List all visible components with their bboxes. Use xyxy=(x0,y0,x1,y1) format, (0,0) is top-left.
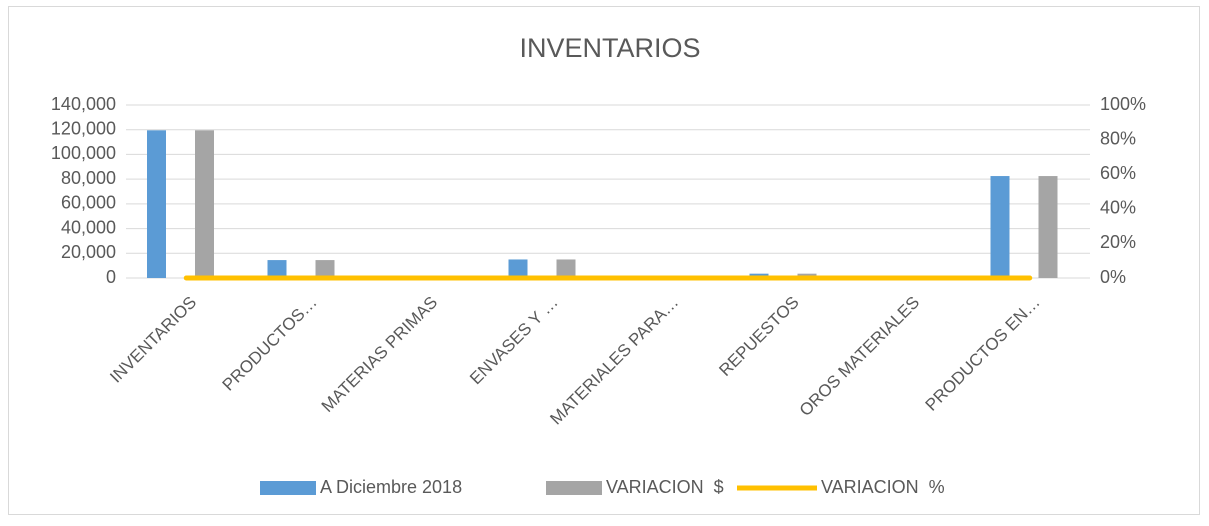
y-tick-label: 0 xyxy=(106,267,116,287)
legend-label: VARIACION % xyxy=(821,477,945,497)
legend-label: A Diciembre 2018 xyxy=(320,477,462,497)
bar xyxy=(315,260,335,278)
y2-tick-label: 80% xyxy=(1100,128,1136,148)
chart-border xyxy=(8,6,1200,515)
bar xyxy=(990,176,1010,278)
y2-tick-label: 100% xyxy=(1100,94,1146,114)
y-tick-label: 100,000 xyxy=(51,143,116,163)
y2-tick-label: 40% xyxy=(1100,198,1136,218)
y-tick-label: 80,000 xyxy=(61,168,116,188)
bar xyxy=(195,130,214,278)
legend-swatch xyxy=(546,481,602,495)
bar xyxy=(1038,176,1058,278)
y-tick-label: 60,000 xyxy=(61,193,116,213)
y2-tick-label: 20% xyxy=(1100,232,1136,252)
y-tick-label: 140,000 xyxy=(51,94,116,114)
bar xyxy=(508,259,528,278)
bar xyxy=(147,130,166,278)
y2-tick-label: 0% xyxy=(1100,267,1126,287)
bar xyxy=(267,260,287,278)
legend-label: VARIACION $ xyxy=(606,477,724,497)
chart-title: INVENTARIOS xyxy=(519,33,700,63)
y-tick-label: 40,000 xyxy=(61,217,116,237)
y-tick-label: 20,000 xyxy=(61,242,116,262)
bar xyxy=(556,259,576,278)
legend-swatch xyxy=(260,481,316,495)
y-tick-label: 120,000 xyxy=(51,118,116,138)
y2-tick-label: 60% xyxy=(1100,163,1136,183)
